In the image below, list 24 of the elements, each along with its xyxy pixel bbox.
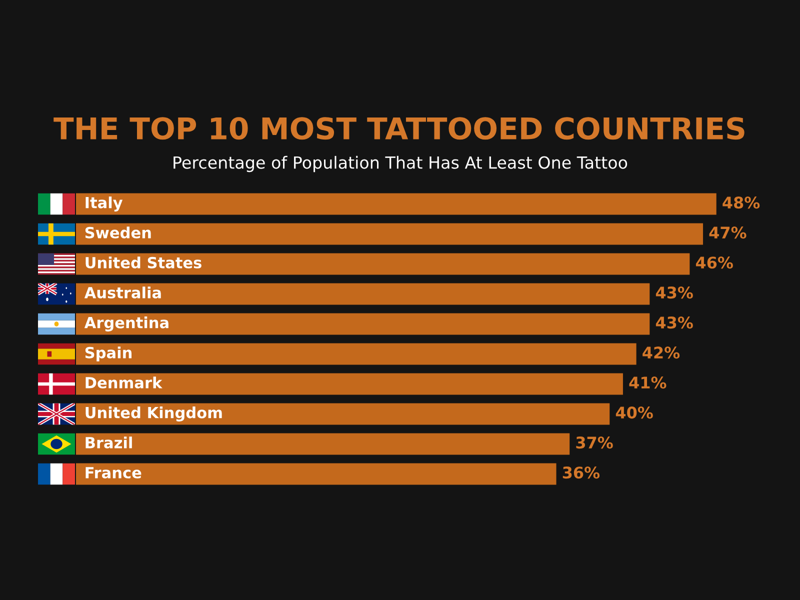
data-label: 37% <box>576 436 613 449</box>
data-label: 40% <box>616 406 653 419</box>
data-label: 41% <box>629 376 666 389</box>
y-tick-label: Australia <box>84 286 161 298</box>
y-tick-label: France <box>86 467 142 478</box>
y-tick-label: Sweden <box>85 226 151 238</box>
bar <box>76 313 650 335</box>
data-label: 47% <box>709 226 746 239</box>
bar <box>76 253 690 275</box>
y-tick-label: Brazil <box>86 436 132 448</box>
y-tick-label: Spain <box>85 346 132 362</box>
data-label: 36% <box>562 466 600 479</box>
chart-subtitle: Percentage of Population That Has At Least One Tattoo <box>174 156 628 172</box>
chart-title: THE TOP 10 MOST TATTOOED COUNTRIES <box>54 117 744 140</box>
data-label: 48% <box>722 196 760 209</box>
data-label: 42% <box>642 346 680 359</box>
y-tick-label: United States <box>86 256 202 268</box>
y-tick-label: Argentina <box>84 316 168 332</box>
y-tick-label: United Kingdom <box>86 406 222 422</box>
data-label: 43% <box>656 316 693 329</box>
y-tick-label: Italy <box>86 196 123 212</box>
data-label: 46% <box>696 256 733 269</box>
data-label: 43% <box>656 286 693 299</box>
y-tick-label: Denmark <box>86 376 162 388</box>
